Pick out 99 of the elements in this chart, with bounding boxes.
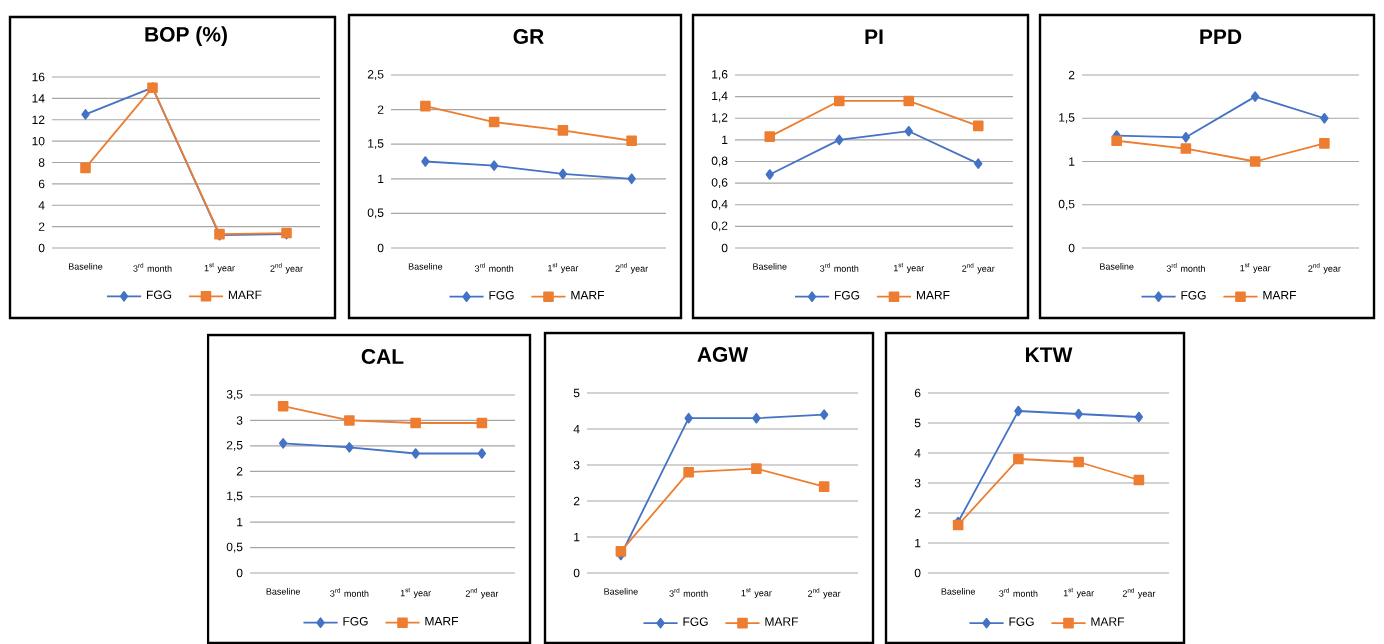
x-tick-label: 1$^{st}$ year <box>1240 262 1271 273</box>
y-tick-label: 0,5 <box>367 208 384 219</box>
legend-label: MARF <box>916 290 950 300</box>
legend-label: MARF <box>1263 290 1296 300</box>
x-tick-label: 1$^{st}$ year <box>548 262 579 273</box>
y-tick-label: 2 <box>377 105 384 114</box>
y-tick-label: 1,2 <box>712 113 728 124</box>
y-tick-label: 1 <box>378 174 384 183</box>
y-tick-label: 2 <box>1068 70 1075 80</box>
x-tick-label: 2$^{nd}$ year <box>465 587 499 599</box>
legend-label: FGG <box>1009 617 1034 626</box>
y-tick-label: 1 <box>915 538 921 548</box>
x-tick-label: Baseline <box>69 262 103 270</box>
y-tick-label: 4 <box>914 448 921 458</box>
chart-title: PPD <box>1200 29 1242 44</box>
legend-label: FGG <box>1181 290 1206 300</box>
x-tick-label: 3$^{rd}$ month <box>820 262 859 272</box>
y-tick-label: 2,5 <box>226 440 243 451</box>
legend-label: MARF <box>571 290 604 300</box>
x-tick-label: 2$^{nd}$ year <box>1122 587 1156 599</box>
y-tick-label: 0 <box>377 243 384 253</box>
x-tick-label: 3$^{rd}$ month <box>669 587 708 597</box>
chart-title: AGW <box>697 347 749 362</box>
y-tick-label: 2 <box>573 496 580 506</box>
x-tick-label: Baseline <box>408 262 443 270</box>
y-tick-label: 0 <box>573 568 580 578</box>
y-tick-label: 3 <box>914 478 921 488</box>
y-tick-label: 0 <box>721 243 728 253</box>
x-tick-label: 3$^{rd}$ month <box>330 587 369 597</box>
legend-label: FGG <box>146 290 172 300</box>
x-tick-label: 2$^{nd}$ year <box>962 262 995 274</box>
x-tick-label: Baseline <box>604 587 638 595</box>
y-tick-label: 0,8 <box>711 156 728 167</box>
y-tick-label: 6 <box>38 179 45 189</box>
y-tick-label: 1,4 <box>712 91 728 102</box>
y-tick-label: 1 <box>1069 157 1075 166</box>
x-tick-label: 2$^{nd}$ year <box>808 587 841 599</box>
x-tick-label: 1$^{st}$ year <box>741 587 772 598</box>
y-tick-label: 0 <box>914 568 921 578</box>
x-tick-label: 3$^{rd}$ month <box>133 262 172 272</box>
legend-label: MARF <box>425 616 458 626</box>
x-tick-label: 3$^{rd}$ month <box>999 587 1038 597</box>
legend-label: FGG <box>489 290 514 300</box>
chart-title: CAL <box>361 348 404 364</box>
x-tick-label: 1$^{st}$ year <box>204 262 235 273</box>
y-tick-label: 4 <box>573 424 580 434</box>
x-tick-label: 2$^{nd}$ year <box>1308 262 1341 274</box>
x-tick-label: 3$^{rd}$ month <box>474 262 514 272</box>
y-tick-label: 0,4 <box>711 199 728 210</box>
x-tick-label: 2$^{nd}$ year <box>270 262 303 274</box>
y-tick-label: 0,5 <box>226 542 243 553</box>
y-tick-label: 3,5 <box>226 389 243 400</box>
y-tick-label: 0 <box>236 568 243 578</box>
y-tick-label: 3 <box>573 460 580 470</box>
legend-label: MARF <box>228 290 262 299</box>
y-tick-label: 10 <box>32 136 45 146</box>
x-tick-label: 1$^{st}$ year <box>1063 587 1094 598</box>
y-tick-label: 5 <box>914 418 921 428</box>
y-tick-label: 5 <box>573 388 580 398</box>
x-tick-label: 3$^{rd}$ month <box>1166 262 1205 272</box>
y-tick-label: 8 <box>38 158 45 167</box>
chart-title: PI <box>865 29 883 44</box>
y-tick-label: 6 <box>914 388 921 398</box>
y-tick-label: 2 <box>914 508 921 518</box>
y-tick-label: 2,5 <box>367 69 384 80</box>
chart-title: KTW <box>1026 347 1073 362</box>
y-tick-label: 0 <box>1068 243 1075 253</box>
y-tick-label: 1 <box>722 135 728 144</box>
y-tick-label: 3 <box>236 416 243 425</box>
y-tick-label: 4 <box>38 201 45 210</box>
chart-title: BOP (%) <box>145 26 227 46</box>
y-tick-label: 1,5 <box>368 139 384 150</box>
y-tick-label: 1,5 <box>1059 113 1075 124</box>
legend-label: MARF <box>765 617 798 626</box>
y-tick-label: 14 <box>32 94 45 103</box>
legend-label: FGG <box>683 617 708 626</box>
x-tick-label: 1$^{st}$ year <box>893 262 925 273</box>
y-tick-label: 1 <box>574 532 580 542</box>
legend-label: FGG <box>834 290 860 300</box>
y-tick-label: 0,6 <box>711 178 728 188</box>
x-tick-label: 1$^{st}$ year <box>400 587 431 598</box>
legend-label: MARF <box>1091 617 1124 626</box>
y-tick-label: 0,5 <box>1058 199 1075 210</box>
x-tick-label: Baseline <box>753 262 787 270</box>
y-tick-label: 16 <box>32 72 45 82</box>
x-tick-label: Baseline <box>266 587 300 595</box>
y-tick-label: 2 <box>236 467 243 476</box>
legend-label: FGG <box>343 616 368 626</box>
x-tick-label: Baseline <box>1100 262 1134 270</box>
y-tick-label: 12 <box>32 115 45 124</box>
y-tick-label: 0 <box>38 243 45 253</box>
y-tick-label: 1 <box>237 517 243 527</box>
y-tick-label: 2 <box>38 222 45 231</box>
x-tick-label: 2$^{nd}$ year <box>615 262 648 274</box>
y-tick-label: 0,2 <box>711 221 728 232</box>
chart-title: GR <box>513 29 544 44</box>
y-tick-label: 1,6 <box>712 69 728 80</box>
x-tick-label: Baseline <box>941 587 975 595</box>
y-tick-label: 1,5 <box>227 491 243 502</box>
